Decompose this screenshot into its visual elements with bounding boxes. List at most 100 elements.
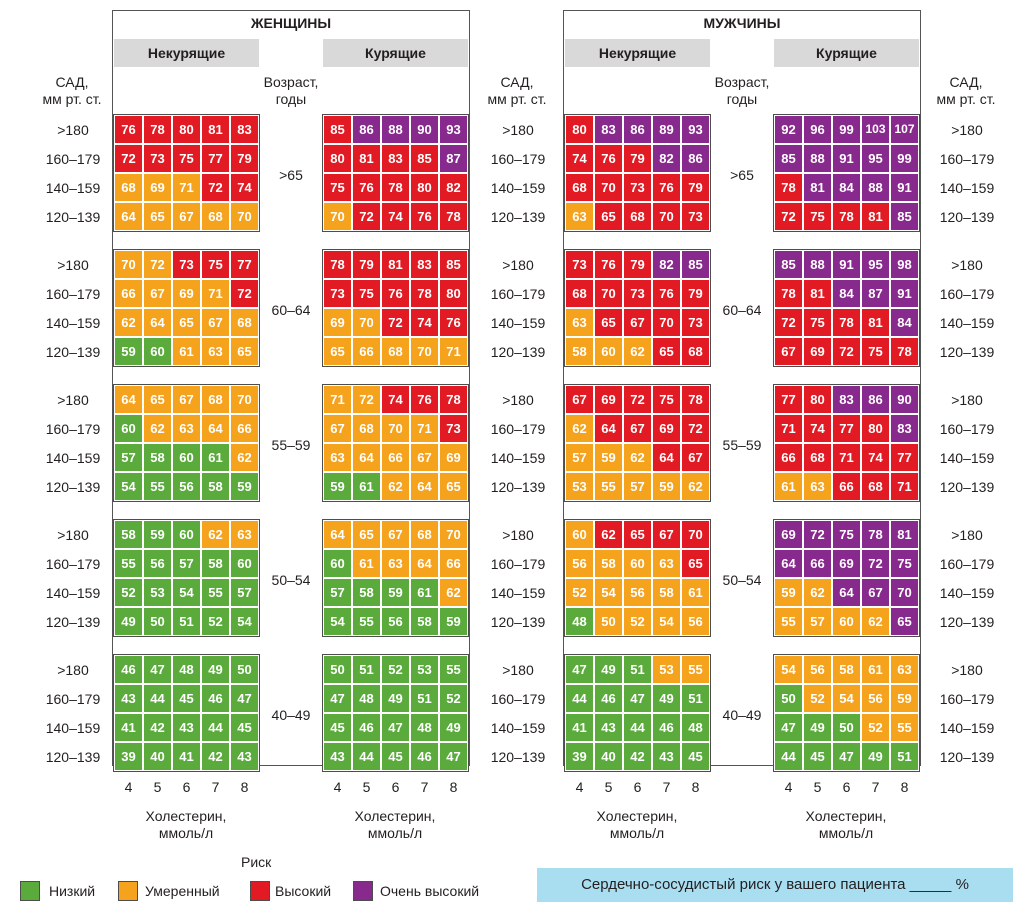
heatmap-cell: 55 xyxy=(439,655,468,684)
heatmap-cell: 51 xyxy=(352,655,381,684)
heatmap-cell: 75 xyxy=(803,308,832,337)
heatmap-cell: 74 xyxy=(803,414,832,443)
age-group-label: 40–49 xyxy=(271,707,311,723)
heatmap-block-border xyxy=(564,114,711,232)
y-tick-label: >180 xyxy=(502,122,534,138)
y-tick-label: 140–159 xyxy=(45,585,101,601)
heatmap-cell: 78 xyxy=(832,308,861,337)
heatmap-cell: 60 xyxy=(172,443,201,472)
heatmap-cell: 61 xyxy=(172,337,201,366)
heatmap-cell: 68 xyxy=(352,414,381,443)
heatmap-block-border xyxy=(773,249,920,367)
heatmap-cell: 52 xyxy=(803,684,832,713)
heatmap-cell: 86 xyxy=(623,115,652,144)
y-tick-label: >180 xyxy=(951,257,983,273)
heatmap-cell: 88 xyxy=(381,115,410,144)
heatmap-cell: 59 xyxy=(381,578,410,607)
x-tick-label: 8 xyxy=(449,779,458,795)
heatmap-cell: 72 xyxy=(201,173,230,202)
heatmap-cell: 60 xyxy=(114,414,143,443)
heatmap-cell: 99 xyxy=(890,144,919,173)
heatmap-cell: 57 xyxy=(230,578,259,607)
heatmap-cell: 90 xyxy=(890,385,919,414)
heatmap-cell: 70 xyxy=(652,202,681,231)
heatmap-cell: 70 xyxy=(681,520,710,549)
heatmap-cell: 71 xyxy=(410,414,439,443)
heatmap-cell: 57 xyxy=(114,443,143,472)
heatmap-cell: 64 xyxy=(410,549,439,578)
heatmap-cell: 81 xyxy=(803,279,832,308)
y-tick-label: 160–179 xyxy=(45,421,101,437)
age-group-label: >65 xyxy=(730,167,754,183)
heatmap-cell: 48 xyxy=(352,684,381,713)
heatmap-block-border xyxy=(322,249,469,367)
heatmap-cell: 48 xyxy=(681,713,710,742)
heatmap-cell: 85 xyxy=(410,144,439,173)
heatmap-cell: 78 xyxy=(681,385,710,414)
y-tick-label: >180 xyxy=(57,257,89,273)
heatmap-cell: 43 xyxy=(114,684,143,713)
heatmap-cell: 78 xyxy=(143,115,172,144)
heatmap-cell: 76 xyxy=(439,308,468,337)
heatmap-cell: 78 xyxy=(381,173,410,202)
heatmap-cell: 50 xyxy=(230,655,259,684)
heatmap-cell: 78 xyxy=(774,173,803,202)
heatmap-cell: 45 xyxy=(803,742,832,771)
heatmap-cell: 56 xyxy=(143,549,172,578)
heatmap-cell: 61 xyxy=(352,549,381,578)
heatmap-cell: 64 xyxy=(114,202,143,231)
heatmap-cell: 68 xyxy=(681,337,710,366)
heatmap-cell: 72 xyxy=(114,144,143,173)
heatmap-cell: 72 xyxy=(774,308,803,337)
heatmap-cell: 51 xyxy=(172,607,201,636)
heatmap-cell: 57 xyxy=(323,578,352,607)
heatmap-cell: 68 xyxy=(861,472,890,501)
heatmap-cell: 55 xyxy=(890,713,919,742)
heatmap-cell: 62 xyxy=(861,607,890,636)
heatmap-cell: 75 xyxy=(323,173,352,202)
heatmap-cell: 44 xyxy=(565,684,594,713)
heatmap-cell: 68 xyxy=(201,202,230,231)
heatmap-cell: 60 xyxy=(323,549,352,578)
heatmap-cell: 63 xyxy=(803,472,832,501)
heatmap-cell: 72 xyxy=(352,202,381,231)
heatmap-cell: 78 xyxy=(774,279,803,308)
heatmap-cell: 61 xyxy=(201,443,230,472)
y-tick-label: >180 xyxy=(951,527,983,543)
age-group-label: 55–59 xyxy=(722,437,762,453)
heatmap-cell: 59 xyxy=(652,472,681,501)
heatmap-cell: 76 xyxy=(381,279,410,308)
heatmap-cell: 65 xyxy=(652,337,681,366)
heatmap-cell: 78 xyxy=(832,202,861,231)
heatmap-cell: 82 xyxy=(652,144,681,173)
heatmap-cell: 73 xyxy=(565,250,594,279)
heatmap-cell: 69 xyxy=(803,337,832,366)
heatmap-cell: 107 xyxy=(890,115,919,144)
heatmap-cell: 52 xyxy=(201,607,230,636)
heatmap-cell: 55 xyxy=(681,655,710,684)
heatmap-cell: 39 xyxy=(565,742,594,771)
heatmap-cell: 48 xyxy=(172,655,201,684)
age-group-label: 60–64 xyxy=(722,302,762,318)
heatmap-cell: 54 xyxy=(832,684,861,713)
heatmap-cell: 70 xyxy=(230,385,259,414)
heatmap-cell: 85 xyxy=(774,144,803,173)
x-tick-label: 5 xyxy=(604,779,613,795)
heatmap-cell: 70 xyxy=(381,414,410,443)
heatmap-cell: 56 xyxy=(681,607,710,636)
heatmap-cell: 70 xyxy=(410,337,439,366)
heatmap-cell: 73 xyxy=(623,173,652,202)
heatmap-cell: 67 xyxy=(172,202,201,231)
heatmap-cell: 68 xyxy=(201,385,230,414)
heatmap-cell: 49 xyxy=(803,713,832,742)
heatmap-cell: 78 xyxy=(890,337,919,366)
heatmap-cell: 47 xyxy=(774,713,803,742)
heatmap-cell: 49 xyxy=(861,742,890,771)
age-group-label: 50–54 xyxy=(271,572,311,588)
heatmap-cell: 47 xyxy=(439,742,468,771)
heatmap-cell: 68 xyxy=(410,520,439,549)
heatmap-cell: 43 xyxy=(230,742,259,771)
chol-label-men-smoking: Холестерин, ммоль/л xyxy=(805,808,887,841)
x-tick-label: 7 xyxy=(211,779,220,795)
heatmap-cell: 45 xyxy=(323,713,352,742)
